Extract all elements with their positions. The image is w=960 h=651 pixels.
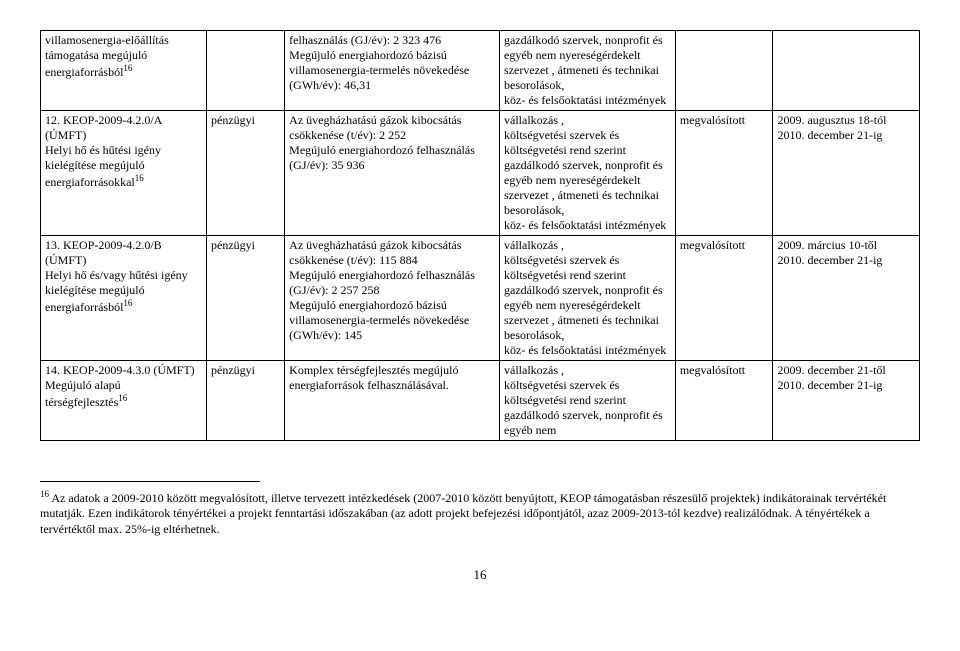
cell-project: 12. KEOP-2009-4.2.0/A (ÚMFT) Helyi hő és… — [41, 111, 207, 236]
cell: pénzügyi — [207, 236, 285, 361]
cell: 2009. augusztus 18-tól 2010. december 21… — [773, 111, 920, 236]
footnote-ref: 16 — [135, 173, 144, 183]
cell: megvalósított — [675, 111, 773, 236]
footnote-ref: 16 — [123, 298, 132, 308]
cell: felhasználás (GJ/év): 2 323 476 Megújuló… — [285, 31, 500, 111]
table-row: 13. KEOP-2009-4.2.0/B (ÚMFT) Helyi hő és… — [41, 236, 920, 361]
table-row: 14. KEOP-2009-4.3.0 (ÚMFT) Megújuló alap… — [41, 361, 920, 441]
footnote: 16 Az adatok a 2009-2010 között megvalós… — [40, 489, 920, 538]
cell: 2009. december 21-től 2010. december 21-… — [773, 361, 920, 441]
page-number: 16 — [40, 567, 920, 583]
footnote-ref: 16 — [123, 63, 132, 73]
cell: Komplex térségfejlesztés megújuló energi… — [285, 361, 500, 441]
cell-project: 13. KEOP-2009-4.2.0/B (ÚMFT) Helyi hő és… — [41, 236, 207, 361]
cell: 2009. március 10-től 2010. december 21-i… — [773, 236, 920, 361]
footnote-number: 16 — [40, 489, 49, 499]
data-table: villamosenergia-előállítás támogatása me… — [40, 30, 920, 441]
cell: gazdálkodó szervek, nonprofit és egyéb n… — [500, 31, 676, 111]
table-row: villamosenergia-előállítás támogatása me… — [41, 31, 920, 111]
cell: vállalkozás , költségvetési szervek és k… — [500, 111, 676, 236]
footnote-ref: 16 — [118, 393, 127, 403]
cell-project: villamosenergia-előállítás támogatása me… — [41, 31, 207, 111]
cell: megvalósított — [675, 361, 773, 441]
cell: pénzügyi — [207, 111, 285, 236]
cell: vállalkozás , költségvetési szervek és k… — [500, 236, 676, 361]
cell — [675, 31, 773, 111]
footnote-text: Az adatok a 2009-2010 között megvalósíto… — [40, 491, 886, 536]
cell: Az üvegházhatású gázok kibocsátás csökke… — [285, 236, 500, 361]
cell: Az üvegházhatású gázok kibocsátás csökke… — [285, 111, 500, 236]
cell — [207, 31, 285, 111]
footnote-separator — [40, 481, 260, 482]
cell — [773, 31, 920, 111]
cell: pénzügyi — [207, 361, 285, 441]
table-row: 12. KEOP-2009-4.2.0/A (ÚMFT) Helyi hő és… — [41, 111, 920, 236]
cell: megvalósított — [675, 236, 773, 361]
cell: vállalkozás , költségvetési szervek és k… — [500, 361, 676, 441]
cell-project: 14. KEOP-2009-4.3.0 (ÚMFT) Megújuló alap… — [41, 361, 207, 441]
